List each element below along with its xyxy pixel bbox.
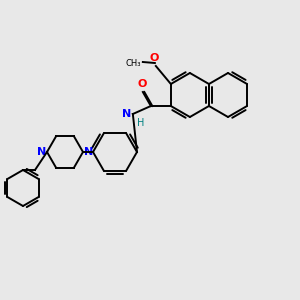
Text: N: N [122,109,131,119]
Text: N: N [84,147,93,157]
Text: H: H [137,118,144,128]
Text: O: O [149,53,158,63]
Text: N: N [37,147,46,157]
Text: O: O [137,79,146,89]
Text: CH₃: CH₃ [125,58,141,68]
